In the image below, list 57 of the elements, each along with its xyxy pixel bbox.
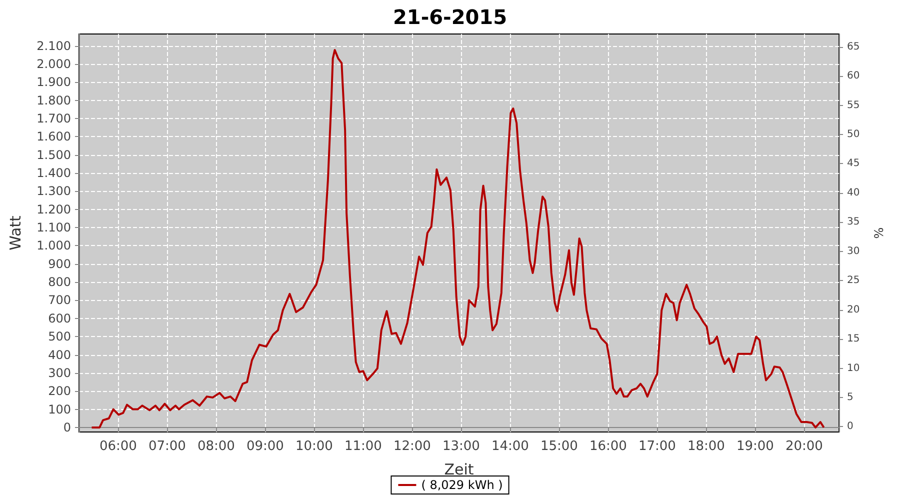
y-tick-label: 1.900 bbox=[36, 75, 71, 90]
y-tick-label: 1.600 bbox=[36, 130, 71, 144]
y2-tick-label: 60 bbox=[847, 70, 860, 82]
x-tick-label: 13:00 bbox=[442, 439, 480, 454]
y-tick-label: 1.200 bbox=[36, 202, 71, 216]
x-tick-label: 09:00 bbox=[246, 439, 284, 454]
y-tick-label: 2.000 bbox=[36, 56, 71, 71]
y-tick-label: 2.100 bbox=[36, 38, 71, 53]
y-tick-label: 1.500 bbox=[36, 148, 71, 162]
x-tick-label: 18:00 bbox=[687, 439, 725, 454]
y2-tick-label: 5 bbox=[847, 392, 854, 404]
x-tick-label: 08:00 bbox=[197, 439, 235, 454]
y2-tick-label: 15 bbox=[847, 334, 860, 345]
y-tick-label: 500 bbox=[48, 330, 71, 344]
y2-tick-label: 10 bbox=[847, 362, 860, 374]
x-tick-label: 11:00 bbox=[344, 439, 382, 454]
x-tick-label: 17:00 bbox=[638, 439, 676, 454]
y-tick-label: 1.800 bbox=[36, 93, 71, 108]
y-tick-label: 300 bbox=[48, 366, 71, 380]
y-tick-label: 400 bbox=[48, 348, 71, 362]
line-series bbox=[90, 48, 825, 428]
y2-tick-label: 30 bbox=[847, 246, 860, 257]
chart-title: 21-6-2015 bbox=[392, 5, 508, 29]
legend-label: ( 8,029 kWh ) bbox=[421, 478, 503, 492]
y2-tick-label: 55 bbox=[847, 100, 860, 111]
y2-tick-label: 0 bbox=[847, 421, 854, 432]
y-tick-label: 800 bbox=[48, 275, 71, 290]
y-tick-label: 1.100 bbox=[36, 220, 71, 235]
x-tick-label: 15:00 bbox=[540, 439, 578, 454]
x-tick-label: 20:00 bbox=[785, 439, 823, 454]
x-axis-title: Zeit bbox=[444, 460, 474, 478]
x-tick-label: 12:00 bbox=[393, 439, 431, 454]
y-tick-label: 900 bbox=[48, 256, 71, 271]
y2-tick-label: 25 bbox=[847, 275, 860, 286]
y2-tick-label: 45 bbox=[847, 158, 860, 170]
x-tick-label: 06:00 bbox=[99, 439, 137, 454]
y-axis-title: Watt bbox=[6, 215, 24, 250]
y2-axis-title: % bbox=[872, 227, 886, 239]
x-tick-label: 14:00 bbox=[491, 439, 529, 454]
y-tick-label: 1.400 bbox=[36, 166, 71, 180]
y-tick-label: 1.300 bbox=[36, 184, 71, 198]
x-tick-label: 10:00 bbox=[295, 439, 333, 454]
y-tick-label: 1.000 bbox=[36, 238, 71, 253]
x-tick-label: 19:00 bbox=[736, 439, 774, 454]
y-tick-label: 0 bbox=[63, 420, 71, 434]
y2-tick-label: 50 bbox=[847, 129, 860, 140]
y-tick-label: 100 bbox=[48, 402, 71, 416]
x-tick-label: 07:00 bbox=[148, 439, 186, 454]
y-tick-label: 200 bbox=[48, 384, 71, 398]
x-tick-label: 16:00 bbox=[589, 439, 627, 454]
y-tick-label: 1.700 bbox=[36, 112, 71, 126]
y-tick-label: 600 bbox=[48, 311, 71, 326]
y2-tick-label: 35 bbox=[847, 216, 860, 228]
y2-tick-label: 40 bbox=[847, 187, 860, 198]
y2-tick-label: 65 bbox=[847, 41, 860, 52]
y2-tick-label: 20 bbox=[847, 304, 860, 316]
y-tick-label: 700 bbox=[48, 293, 71, 308]
